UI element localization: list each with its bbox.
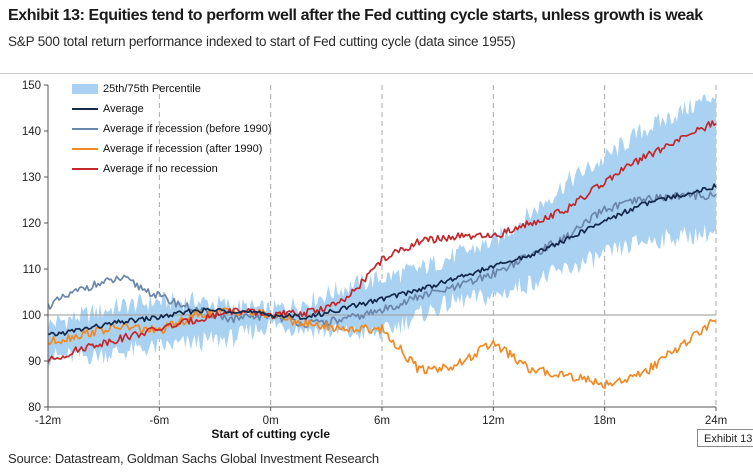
legend-swatch-recession-before-1990: [72, 128, 98, 130]
x-tick-label: 18m: [593, 415, 615, 427]
x-tick-label: 12m: [482, 415, 504, 427]
y-tick-label: 120: [22, 218, 41, 230]
chart-subtitle: S&P 500 total return performance indexed…: [8, 34, 516, 49]
exhibit-tag: Exhibit 13: [697, 429, 753, 447]
legend-swatch-band: [72, 84, 98, 94]
chart-panel: 80 90 100 110 120 130 140 150 -12m -6m 0m 6m 12m 18m 2…: [0, 73, 753, 449]
series-no-recession: [47, 120, 717, 364]
legend-label-no-recession: Average if no recession: [103, 163, 218, 175]
x-axis-label: Start of cutting cycle: [211, 427, 330, 441]
legend-swatch-no-recession: [72, 168, 98, 170]
chart-title: Exhibit 13: Equities tend to perform wel…: [8, 7, 703, 24]
legend-swatch-recession-after-1990: [72, 148, 98, 150]
source-note: Source: Datastream, Goldman Sachs Global…: [8, 451, 379, 466]
x-tick-label: 6m: [374, 415, 390, 427]
y-tick-label: 130: [22, 172, 41, 184]
series-average: [47, 183, 717, 337]
y-tick-label: 150: [22, 80, 41, 92]
y-tick-label: 140: [22, 126, 41, 138]
y-tick-label: 110: [23, 264, 41, 276]
x-tick-label: 0m: [263, 415, 279, 427]
y-tick-label: 80: [28, 402, 41, 414]
legend-swatch-average: [72, 108, 98, 110]
series-recession-after-1990: [47, 307, 717, 390]
x-tick-label: -12m: [35, 415, 61, 427]
legend-label-band: 25th/75th Percentile: [103, 83, 201, 95]
x-tick-label: 24m: [705, 415, 727, 427]
y-tick-label: 90: [28, 356, 41, 368]
legend-label-average: Average: [103, 103, 144, 115]
legend-label-recession-after-1990: Average if recession (after 1990): [103, 143, 263, 155]
x-tick-label: -6m: [149, 415, 169, 427]
series-recession-before-1990: [47, 190, 717, 329]
y-tick-label: 100: [22, 310, 41, 322]
legend-label-recession-before-1990: Average if recession (before 1990): [103, 123, 272, 135]
chart-svg: 80 90 100 110 120 130 140 150 -12m -6m 0m 6m 12m 18m 2…: [22, 80, 727, 441]
